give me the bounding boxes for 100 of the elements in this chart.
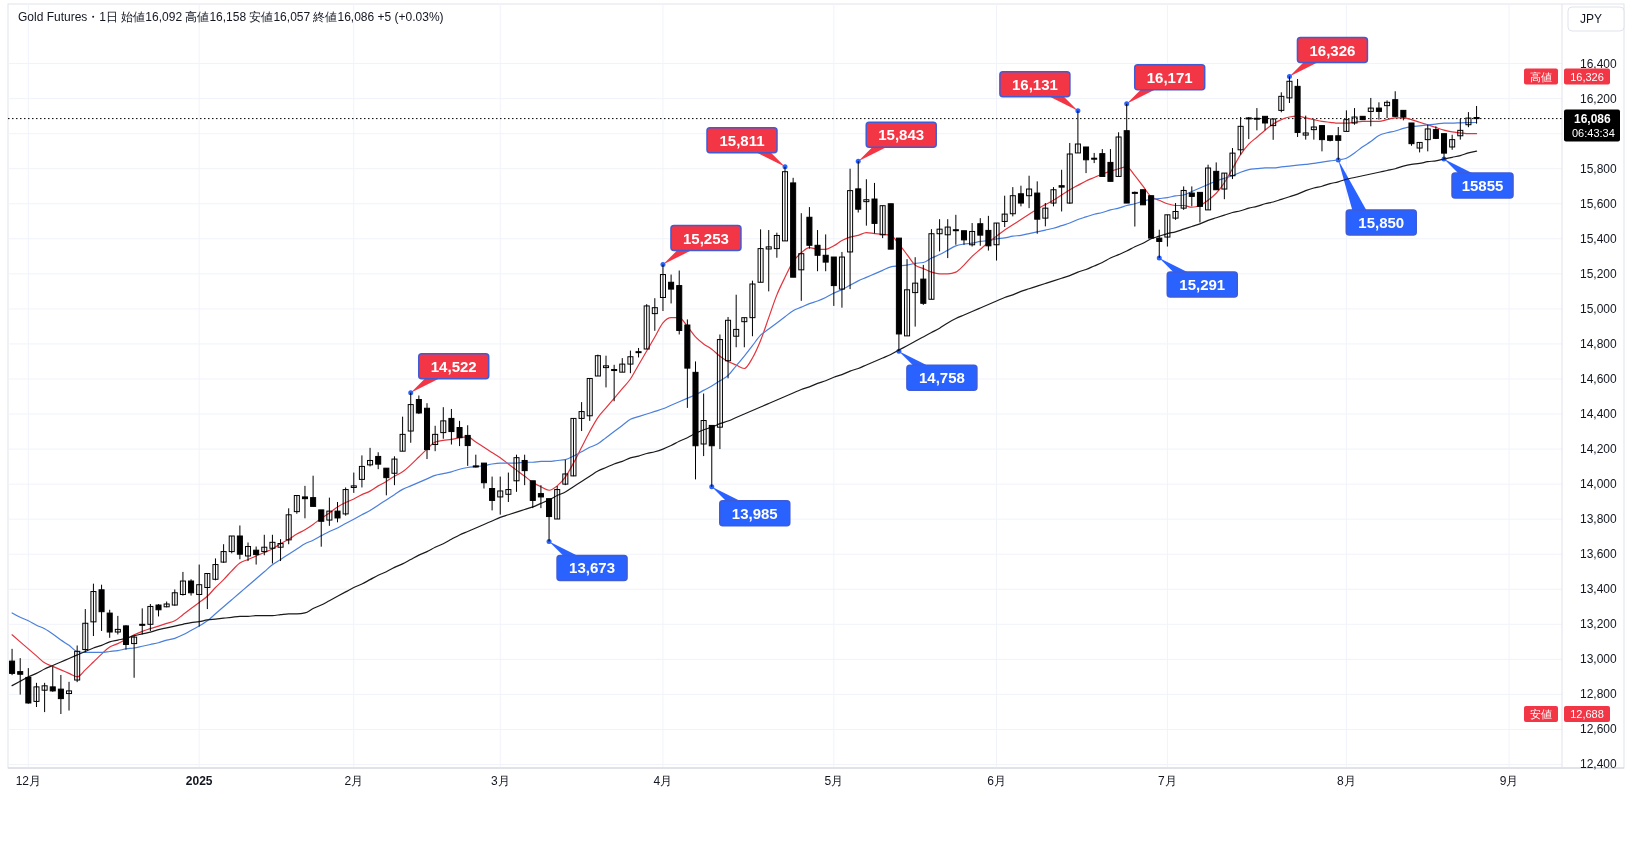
- candlestick: [1026, 175, 1033, 209]
- y-tick-label: 12,400: [1580, 757, 1618, 772]
- y-tick-label: 15,400: [1580, 231, 1618, 246]
- candlestick: [301, 485, 308, 519]
- annotation: 安値: [1530, 708, 1552, 721]
- candlestick: [1042, 202, 1049, 227]
- candlestick: [114, 615, 121, 635]
- annotation: 15,253: [683, 229, 729, 247]
- candlestick: [537, 484, 544, 509]
- candlestick: [57, 674, 64, 715]
- annotation: 高値: [1530, 70, 1552, 83]
- annotation: 15,811: [719, 131, 765, 149]
- candlestick: [798, 212, 805, 302]
- text: 06:43:34: [1572, 126, 1615, 139]
- candlestick: [1017, 185, 1024, 207]
- candlestick: [236, 524, 243, 560]
- candlestick: [765, 229, 772, 292]
- candlestick: [952, 214, 959, 246]
- x-tick-label: 5月: [824, 774, 844, 788]
- x-tick-label: 7月: [1158, 774, 1177, 788]
- candlestick: [651, 297, 658, 332]
- annotation: 16,171: [1146, 68, 1193, 86]
- candlestick: [627, 350, 634, 374]
- candlestick: [773, 232, 780, 259]
- candlestick: [480, 462, 487, 490]
- y-tick-label: 16,200: [1580, 91, 1618, 106]
- candlestick: [1066, 142, 1073, 205]
- x-tick-label: 3月: [490, 774, 510, 788]
- annotation: 15,850: [1358, 213, 1405, 231]
- y-tick-label: 15,800: [1580, 161, 1618, 176]
- candlestick: [749, 280, 756, 337]
- x-tick-label: 8月: [1337, 774, 1356, 788]
- annotation: 13,673: [569, 559, 615, 577]
- candlestick: [1424, 124, 1431, 152]
- candlestick: [82, 608, 89, 653]
- candlestick: [969, 222, 976, 248]
- candlestick: [285, 507, 292, 545]
- y-tick-label: 15,000: [1580, 301, 1618, 316]
- candlestick: [529, 480, 536, 509]
- candlestick: [261, 534, 268, 556]
- annotation: 15855: [1461, 177, 1504, 195]
- candlestick: [293, 495, 300, 515]
- annotation: 13,985: [731, 504, 778, 522]
- candlestick: [1196, 191, 1203, 224]
- x-tick-label: 2025: [185, 774, 213, 788]
- candlestick: [757, 228, 764, 283]
- candlestick: [733, 294, 740, 348]
- x-tick-label: 9月: [1499, 774, 1519, 788]
- candlestick: [432, 425, 439, 452]
- candlestick: [440, 406, 447, 440]
- candlestick: [253, 546, 260, 566]
- candlestick: [1384, 99, 1391, 119]
- candlestick: [497, 476, 504, 516]
- candlestick: [358, 454, 365, 488]
- candlestick: [106, 609, 113, 639]
- candlestick: [464, 424, 471, 467]
- candlestick: [1188, 185, 1195, 207]
- y-tick-label: 13,200: [1580, 617, 1618, 632]
- candlestick: [594, 354, 601, 377]
- candlestick: [367, 447, 374, 467]
- annotation: 16,326: [1309, 41, 1356, 59]
- candlestick: [244, 541, 252, 562]
- x-tick-label: 12月: [15, 774, 42, 788]
- candlestick: [904, 258, 911, 337]
- candlestick: [1099, 148, 1106, 177]
- y-tick-label: 14,200: [1580, 442, 1618, 457]
- candlestick: [725, 316, 732, 379]
- candlestick: [1001, 195, 1008, 228]
- annotation: 14,522: [430, 357, 477, 375]
- y-tick-label: 12,600: [1580, 722, 1618, 737]
- annotation: 14,758: [918, 369, 965, 387]
- candlestick: [131, 635, 138, 679]
- candlestick: [562, 459, 569, 486]
- candlestick: [1180, 185, 1187, 211]
- candlestick: [586, 377, 593, 422]
- y-tick-label: 15,600: [1580, 196, 1618, 211]
- y-tick-label: 13,400: [1580, 582, 1618, 597]
- y-tick-label: 16,400: [1580, 56, 1618, 71]
- y-tick-label: 12,800: [1580, 687, 1618, 702]
- candlestick: [1205, 164, 1212, 211]
- candlestick: [822, 233, 829, 272]
- candlestick: [9, 648, 16, 676]
- candlestick: [49, 666, 56, 693]
- candlestick: [399, 416, 406, 452]
- annotation: 15,291: [1179, 275, 1226, 293]
- x-tick-label: 4月: [653, 774, 673, 788]
- candlestick: [350, 472, 357, 494]
- x-tick-label: 2月: [344, 774, 364, 788]
- candlestick: [1318, 125, 1325, 152]
- candlestick: [196, 564, 203, 628]
- candlestick: [318, 509, 325, 548]
- candlestick: [912, 256, 919, 328]
- candlestick: [847, 168, 854, 290]
- annotation: 16,131: [1011, 75, 1058, 93]
- y-tick-label: 13,800: [1580, 512, 1618, 527]
- candlestick: [1213, 161, 1220, 191]
- candlestick: [139, 607, 146, 635]
- candlestick: [838, 251, 845, 309]
- candlestick: [643, 303, 650, 350]
- candlestick: [17, 657, 24, 696]
